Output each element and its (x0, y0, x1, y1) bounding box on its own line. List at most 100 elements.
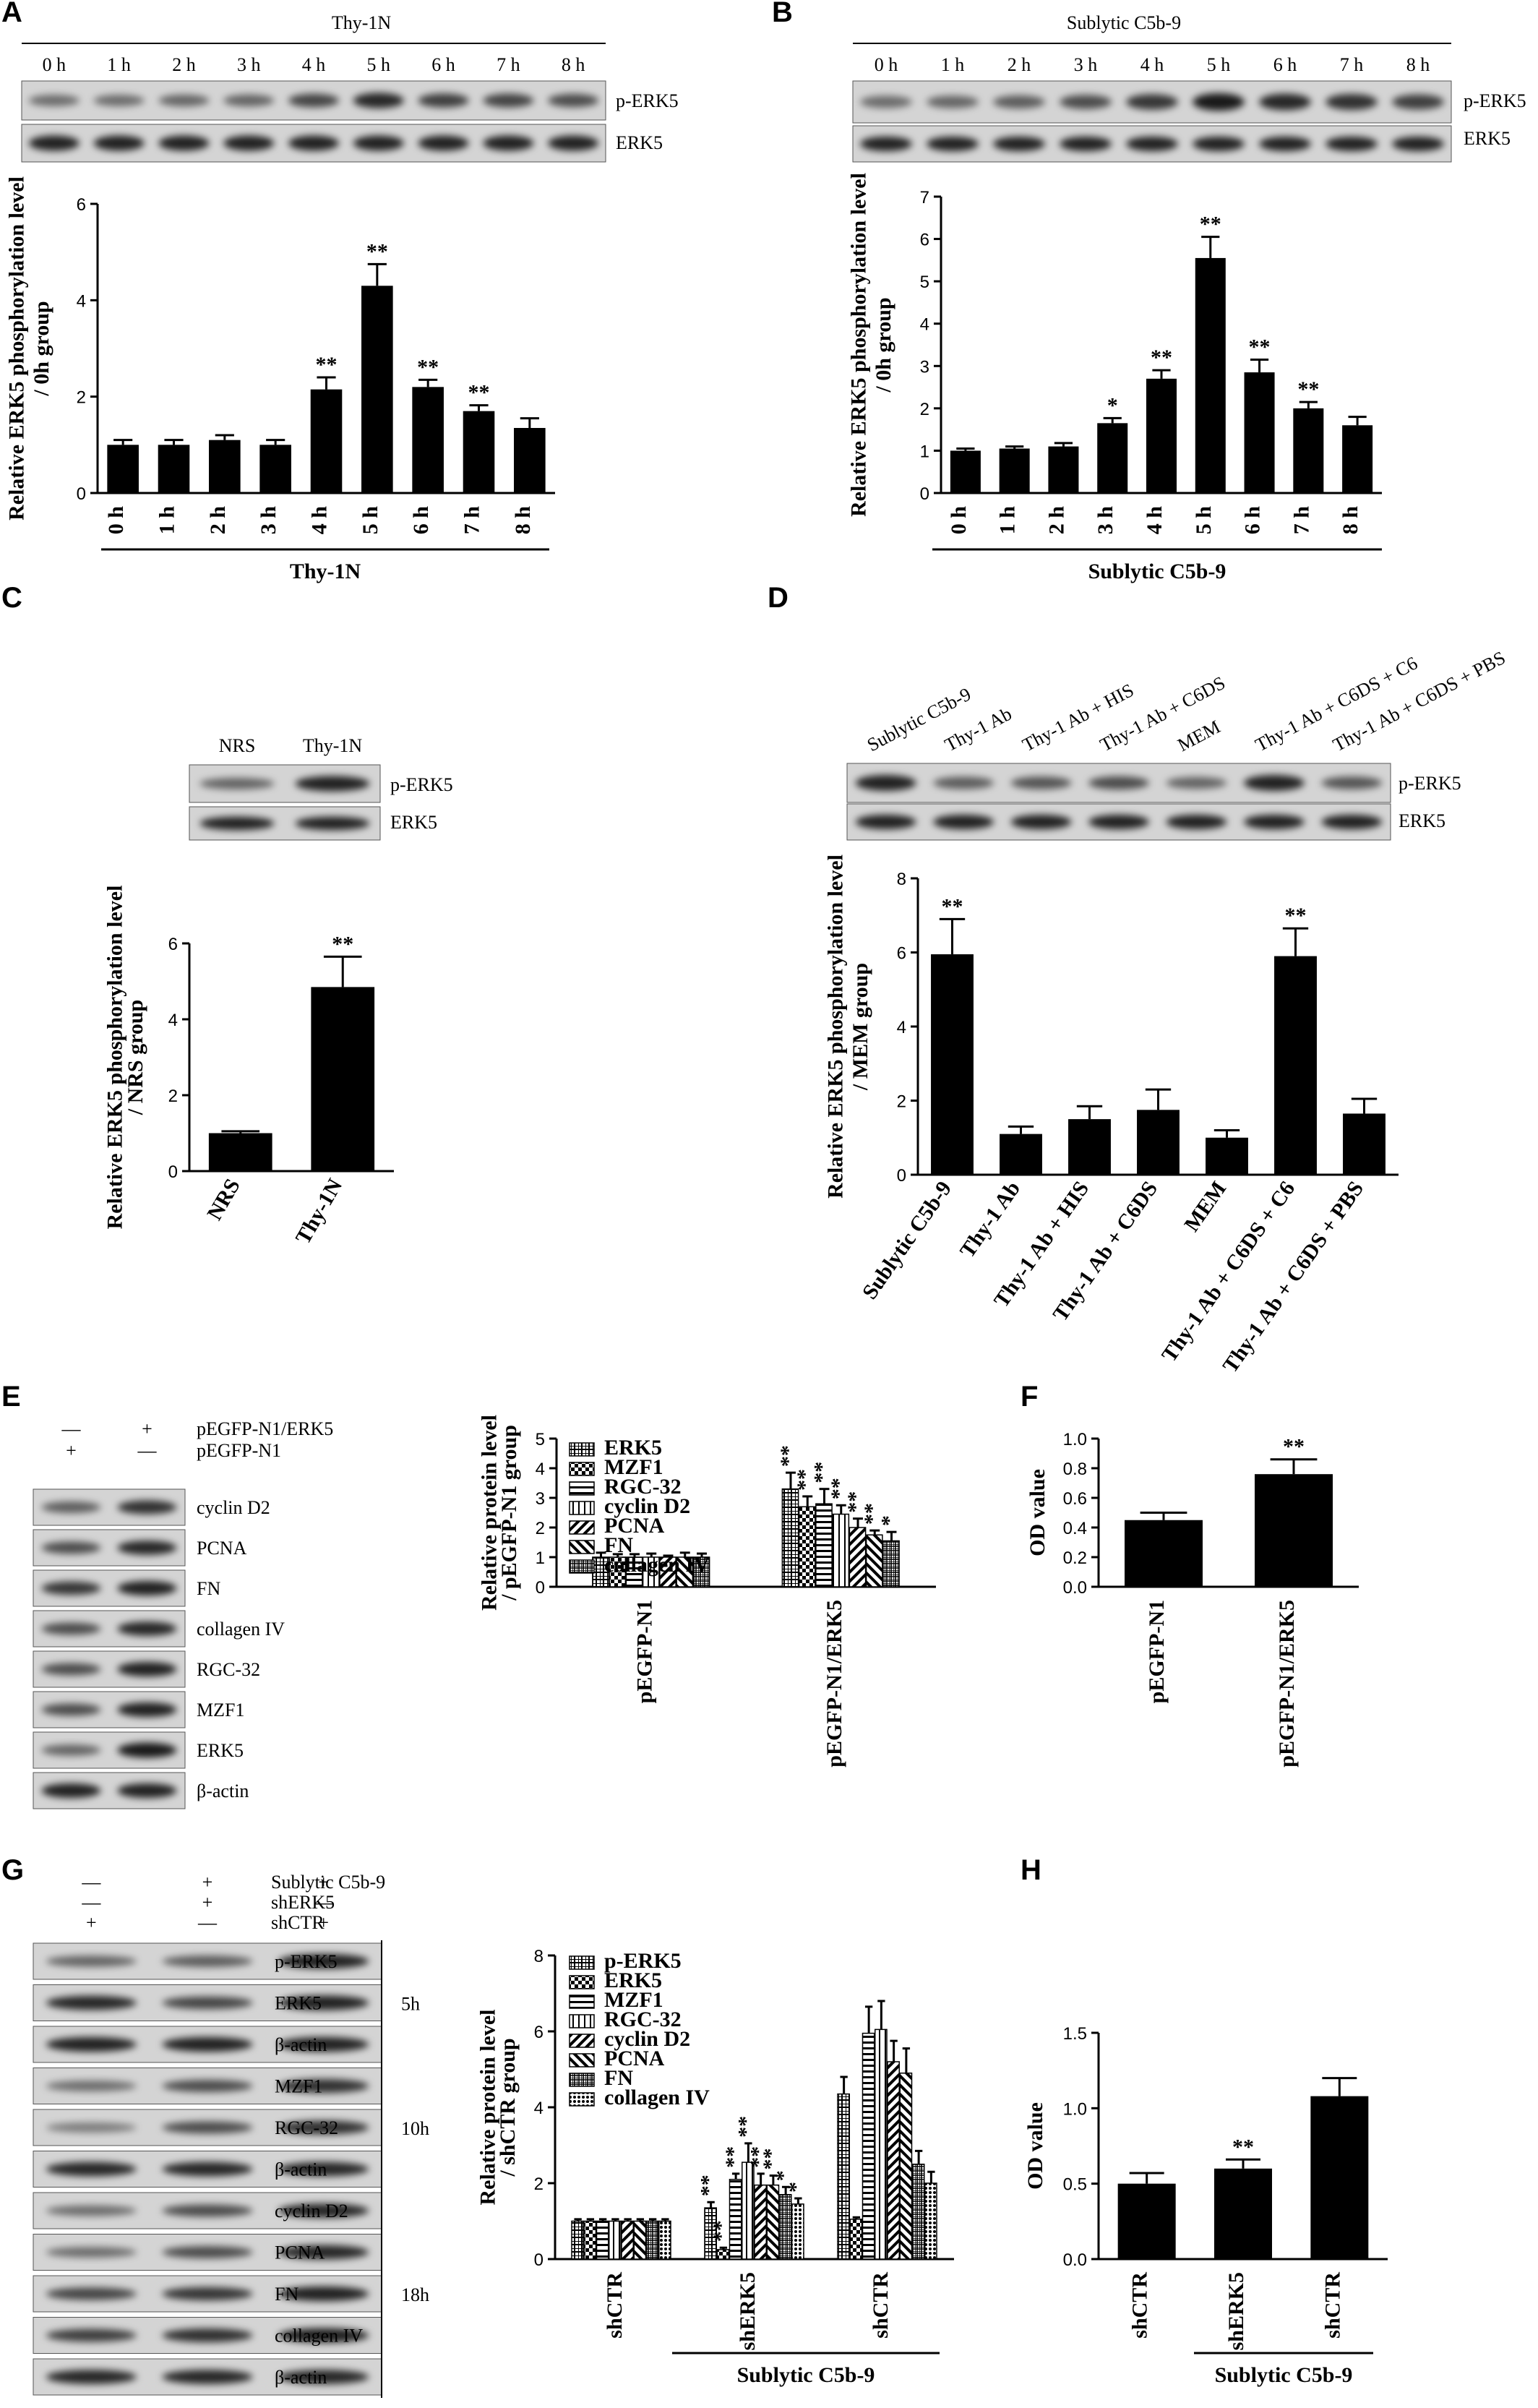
panel-label-d: D (768, 582, 789, 614)
chart-d-y-tick-label: 0 (897, 1166, 906, 1186)
chart-g-bar (791, 2203, 804, 2260)
blot-d-erk5-band (1321, 814, 1383, 830)
chart-g-bar (837, 2093, 850, 2260)
blot-e-row-5-band (41, 1703, 101, 1716)
chart-a-bar (310, 389, 343, 493)
blot-a-erk5-band (483, 135, 534, 151)
chart-a-significance-label: ** (366, 239, 388, 263)
blot-c-lane-label: Thy-1N (303, 735, 363, 756)
chart-g-y-tick-label: 0 (534, 2250, 544, 2270)
chart-b-category-label: 8 h (1339, 506, 1362, 535)
blot-g-row-label: β-actin (275, 2034, 327, 2055)
blot-e-row-label: PCNA (197, 1538, 247, 1559)
blot-a-erk5-band (158, 135, 210, 151)
blot-b-p-erk5-strip (852, 80, 1452, 124)
blot-e-row-5-strip (33, 1691, 186, 1728)
blot-e-row-0-band (117, 1500, 177, 1514)
chart-b-bar (950, 450, 981, 493)
chart-f: 0.0 0.2 0.4 0.6 0.8 1.0 OD value pEGFP-N1 ** pEGF… (1026, 1430, 1359, 1768)
chart-d-y-axis-title-line1: Relative ERK5 phosphorylation level (824, 854, 848, 1199)
blot-d-row-label: p-ERK5 (1399, 773, 1461, 794)
blot-b-lane-label: 5 h (1207, 54, 1231, 75)
chart-g-bar (778, 2194, 792, 2260)
blot-a-row-label: p-ERK5 (616, 90, 679, 111)
chart-g-legend-label: p-ERK5 (604, 1949, 682, 1973)
chart-g-bar (658, 2220, 671, 2260)
blot-e-row-5-band (117, 1702, 177, 1718)
blot-a-p-erk5-band (158, 94, 210, 107)
chart-b-category-label: 5 h (1192, 506, 1216, 535)
blot-d-p-erk5-band (1010, 776, 1072, 789)
chart-g-category-label: shERK5 (736, 2272, 760, 2350)
chart-g-bar (609, 2220, 622, 2260)
chart-f-y-tick-label: 1.0 (1063, 1430, 1087, 1449)
blot-g-condition-mark: — (314, 1892, 334, 1913)
chart-f-y-tick-label: 0.2 (1063, 1548, 1087, 1568)
chart-e-significance-label: * (877, 1515, 901, 1526)
chart-f-category-label: pEGFP-N1/ERK5 (1275, 1600, 1299, 1768)
blot-b-lane-label: 7 h (1340, 54, 1364, 75)
chart-e-bar (882, 1540, 900, 1588)
blot-a-erk5-strip (21, 124, 606, 163)
chart-b-category-label: 4 h (1143, 506, 1167, 535)
chart-b-category-label: 6 h (1241, 506, 1265, 535)
chart-e-legend-swatch (569, 1520, 595, 1535)
chart-a: 0 2 4 6 Relative ERK5 phosphorylation level/… (5, 176, 555, 583)
chart-e-legend-label: MZF1 (604, 1455, 663, 1479)
chart-b-bar (1244, 372, 1275, 493)
chart-g-category-label: shCTR (603, 2272, 627, 2339)
chart-g-significance-label: ** (759, 2148, 783, 2170)
chart-e-bar (832, 1513, 850, 1588)
blot-e-row-6-band (117, 1742, 177, 1758)
blot-a-p-erk5-strip (21, 80, 606, 121)
blot-d-p-erk5-band (1321, 776, 1383, 789)
chart-a-x-axis-title: Thy-1N (290, 560, 361, 583)
blot-d-p-erk5-strip (846, 763, 1391, 803)
chart-b-y-tick-label: 5 (920, 273, 929, 292)
blot-b-lane-label: 4 h (1140, 54, 1164, 75)
chart-f-y-tick-label: 0.6 (1063, 1489, 1087, 1509)
chart-h-y-tick-label: 1.5 (1063, 2024, 1087, 2044)
chart-a-category-label: 5 h (358, 506, 382, 535)
blot-g-row-6-band (46, 2205, 137, 2216)
chart-g-significance-label: ** (734, 2116, 757, 2138)
chart-e-significance-label: ** (860, 1503, 884, 1525)
chart-g-bar (729, 2179, 742, 2260)
chart-e-y-tick-label: 2 (536, 1519, 545, 1538)
blot-g-time-label: 18h (401, 2284, 429, 2305)
chart-a-category-label: 2 h (206, 506, 230, 535)
blot-e-row-label: RGC-32 (197, 1659, 260, 1680)
chart-g: 0 2 4 6 8 Relative protein level/ shCTR group… (476, 1947, 954, 2387)
blot-g-row-9-strip (33, 2317, 382, 2354)
blot-g-row-1-band (278, 1995, 369, 2010)
panel-label-c: C (1, 582, 22, 614)
chart-g-legend-label: cyclin D2 (604, 2027, 690, 2051)
chart-g-bar (571, 2220, 584, 2260)
blot-b-header: Sublytic C5b-9 (1067, 12, 1181, 33)
blot-a-erk5-band (28, 135, 80, 151)
chart-g-significance-label: * (783, 2182, 807, 2193)
chart-e-bar (849, 1527, 867, 1588)
blot-a-lane-label: 4 h (302, 54, 326, 75)
blot-e-row-2-band (41, 1581, 101, 1595)
chart-a-y-axis-title-line1: Relative ERK5 phosphorylation level (5, 176, 29, 520)
chart-a-y-axis-title-line2: / 0h group (30, 301, 53, 396)
chart-c-y-tick-label: 6 (168, 935, 178, 954)
chart-d-category-label: Sublytic C5b-9 (858, 1177, 957, 1303)
blot-d-erk5-strip (846, 803, 1391, 841)
chart-e-bar (781, 1488, 799, 1588)
chart-e: 0 1 2 3 4 5 Relative protein level/ pEGFP-N1 g… (477, 1415, 936, 1768)
chart-a-bar (158, 445, 190, 493)
chart-e-legend-swatch (569, 1501, 595, 1515)
chart-g-bar (899, 2073, 913, 2260)
chart-e-bar (865, 1534, 883, 1588)
chart-a-bar (412, 387, 444, 493)
chart-e-legend-swatch (569, 1540, 595, 1554)
chart-g-significance-label: * (771, 2170, 795, 2181)
chart-g-bar (924, 2182, 937, 2260)
blot-b-erk5-band (1259, 136, 1311, 152)
blot-b-erk5-band (1126, 136, 1178, 152)
chart-b-significance-label: ** (1151, 346, 1172, 369)
blot-e-row-7-band (117, 1783, 177, 1799)
blot-a-lane-label: 7 h (497, 54, 520, 75)
